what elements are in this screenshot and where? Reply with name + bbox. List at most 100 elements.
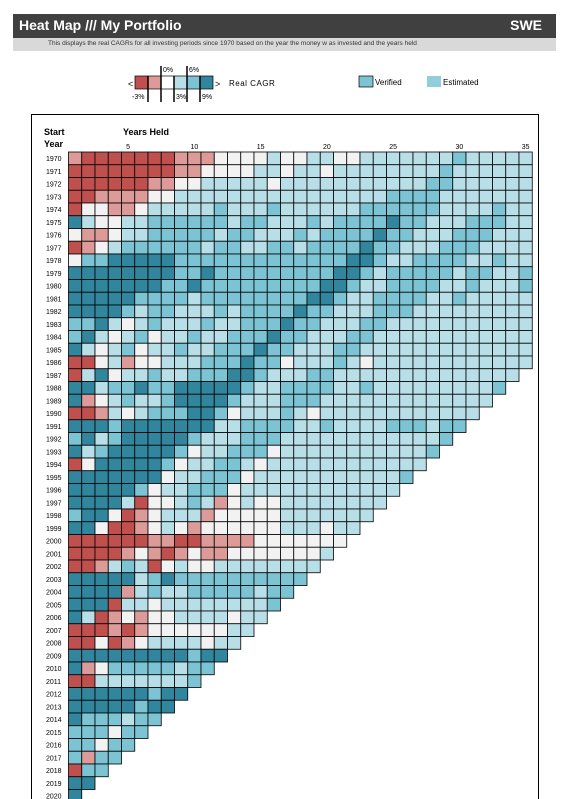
- heatmap-cell: [200, 457, 215, 472]
- heatmap-cell: [293, 406, 308, 421]
- heatmap-cell: [200, 279, 215, 293]
- heatmap-cell: [293, 508, 308, 523]
- heatmap-cell: [187, 215, 202, 229]
- heatmap-cell: [107, 291, 122, 306]
- heatmap-cell: [187, 151, 202, 166]
- heatmap-cell: [213, 355, 228, 370]
- heatmap-cell: [213, 253, 228, 268]
- heatmap-cell: [200, 483, 215, 497]
- heatmap-cell: [346, 202, 361, 217]
- heatmap-cell: [187, 623, 202, 637]
- heatmap-cell: [280, 177, 295, 191]
- heatmap-cell: [372, 444, 387, 459]
- heatmap-cell: [227, 291, 242, 306]
- heatmap-cell: [333, 304, 348, 319]
- heatmap-cell: [333, 266, 348, 280]
- heatmap-cell: [81, 534, 96, 548]
- heatmap-cell: [306, 393, 321, 408]
- heatmap-cell: [68, 189, 83, 204]
- heatmap-cell: [240, 342, 255, 357]
- x-tick-label: 5: [126, 144, 130, 151]
- heatmap-cell: [213, 546, 228, 561]
- heatmap-cell: [306, 534, 321, 548]
- heatmap-cell: [107, 444, 122, 459]
- heatmap-cell: [147, 419, 162, 433]
- heatmap-cell: [134, 228, 149, 242]
- y-tick-label: 1989: [46, 398, 62, 405]
- heatmap-cell: [94, 253, 109, 268]
- heatmap-cell: [359, 342, 374, 357]
- heatmap-cell: [253, 483, 268, 497]
- heatmap-cell: [280, 215, 295, 229]
- heatmap-cell: [319, 240, 334, 255]
- heatmap-cell: [94, 202, 109, 217]
- heatmap-cell: [372, 164, 387, 178]
- heatmap-cell: [359, 368, 374, 382]
- heatmap-cell: [94, 266, 109, 280]
- heatmap-cell: [68, 291, 83, 306]
- heatmap-cell: [81, 674, 96, 688]
- heatmap-cell: [134, 559, 149, 574]
- heatmap-cell: [187, 393, 202, 408]
- heatmap-cell: [200, 419, 215, 433]
- heatmap-cell: [452, 279, 467, 293]
- heatmap-cell: [412, 457, 427, 472]
- heatmap-cell: [505, 330, 520, 344]
- heatmap-cell: [333, 457, 348, 472]
- heatmap-cell: [187, 202, 202, 217]
- heatmap-cell: [68, 725, 83, 739]
- heatmap-cell: [107, 495, 122, 510]
- heatmap-cell: [505, 240, 520, 255]
- heatmap-cell: [293, 521, 308, 535]
- heatmap-cell: [81, 597, 96, 612]
- heatmap-cell: [293, 189, 308, 204]
- heatmap-cell: [107, 597, 122, 612]
- heatmap-cell: [478, 228, 493, 242]
- heatmap-cell: [147, 546, 162, 561]
- heatmap-cell: [253, 534, 268, 548]
- heatmap-cell: [227, 585, 242, 599]
- heatmap-cell: [94, 648, 109, 663]
- heatmap-cell: [147, 687, 162, 701]
- heatmap-cell: [346, 508, 361, 523]
- heatmap-cell: [439, 215, 454, 229]
- heatmap-cell: [174, 164, 189, 178]
- heatmap-cell: [465, 240, 480, 255]
- heatmap-cell: [147, 266, 162, 280]
- heatmap-cell: [359, 419, 374, 433]
- heatmap-cell: [94, 712, 109, 727]
- heatmap-cell: [187, 304, 202, 319]
- heatmap-cell: [94, 750, 109, 765]
- heatmap-cell: [439, 151, 454, 166]
- heatmap-cell: [174, 177, 189, 191]
- heatmap-cell: [213, 444, 228, 459]
- heatmap-cell: [333, 381, 348, 395]
- heatmap-cell: [293, 164, 308, 178]
- heatmap-cell: [68, 508, 83, 523]
- heatmap-cell: [94, 763, 109, 778]
- heatmap-cell: [213, 636, 228, 650]
- heatmap-cell: [412, 317, 427, 331]
- heatmap-cell: [399, 266, 414, 280]
- heatmap-cell: [200, 355, 215, 370]
- heatmap-cell: [412, 419, 427, 433]
- heatmap-cell: [280, 470, 295, 484]
- x-tick-label: 30: [456, 144, 464, 151]
- heatmap-cell: [492, 368, 507, 382]
- heatmap-cell: [465, 202, 480, 217]
- heatmap-cell: [213, 572, 228, 586]
- heatmap-cell: [465, 177, 480, 191]
- heatmap-cell: [306, 228, 321, 242]
- heatmap-cell: [81, 585, 96, 599]
- heatmap-cell: [174, 483, 189, 497]
- heatmap-cell: [293, 534, 308, 548]
- heatmap-cell: [280, 534, 295, 548]
- y-tick-label: 1975: [46, 220, 62, 227]
- heatmap-cell: [147, 674, 162, 688]
- heatmap-cell: [147, 253, 162, 268]
- heatmap-cell: [492, 215, 507, 229]
- heatmap-cell: [240, 572, 255, 586]
- heatmap-cell: [240, 419, 255, 433]
- heatmap-cell: [306, 419, 321, 433]
- heatmap-cell: [372, 419, 387, 433]
